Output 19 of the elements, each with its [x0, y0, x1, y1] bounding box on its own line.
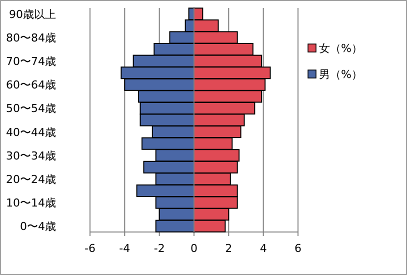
y-tick-label: 90歳以上 [9, 8, 56, 21]
y-tick-label: 0〜4歳 [20, 220, 56, 234]
legend-label: 女（%） [319, 42, 362, 55]
x-tick-label: -6 [84, 242, 96, 255]
y-tick-label: 40〜44歳 [6, 126, 56, 139]
x-tick-label: -2 [154, 242, 165, 255]
y-tick-label: 70〜74歳 [6, 55, 56, 68]
x-tick-label: 2 [225, 242, 232, 255]
legend-label: 男（%） [319, 68, 362, 81]
y-tick-label: 10〜14歳 [6, 196, 56, 210]
y-tick-label: 30〜34歳 [6, 149, 56, 162]
y-tick-label: 60〜64歳 [6, 78, 56, 92]
x-tick-label: 6 [294, 242, 302, 255]
x-tick-label: 0 [190, 242, 198, 255]
x-tick-label: 4 [260, 242, 267, 255]
y-tick-label: 80〜84歳 [6, 31, 56, 44]
x-tick-label: -4 [119, 242, 130, 255]
y-tick-label: 20〜24歳 [6, 172, 56, 186]
y-tick-label: 50〜54歳 [6, 102, 56, 116]
